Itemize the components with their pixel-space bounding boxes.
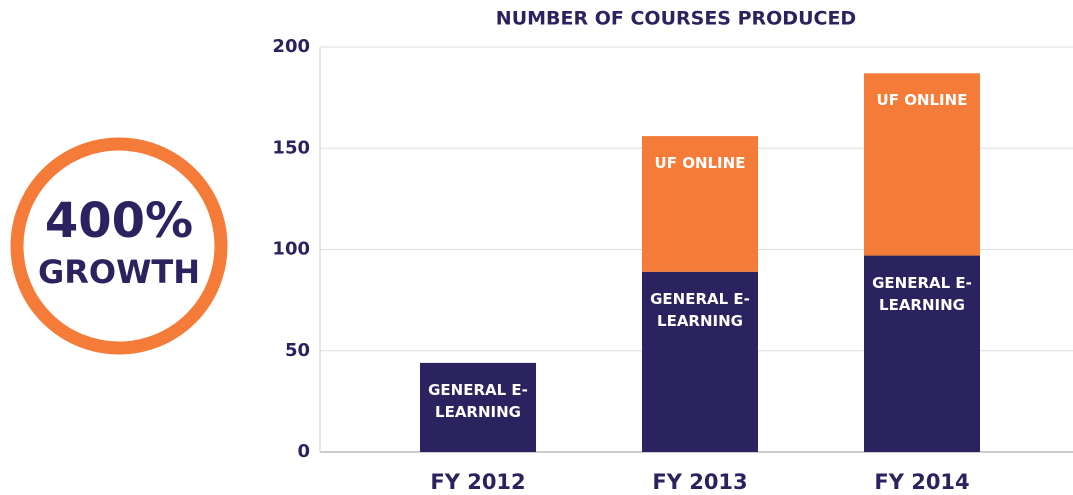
- badge-ring: [10, 137, 228, 355]
- bar-segment: [642, 271, 758, 452]
- y-tick-label: 50: [285, 340, 310, 361]
- bar-segment: [864, 255, 980, 452]
- bar-segment: [420, 362, 536, 452]
- y-tick-label: 200: [272, 36, 310, 57]
- y-tick-label: 150: [272, 137, 310, 158]
- x-tick-label: FY 2014: [874, 470, 969, 494]
- y-tick-label: 100: [272, 239, 310, 260]
- segment-label: UF ONLINE: [654, 154, 746, 173]
- segment-label: GENERAL E-LEARNING: [650, 289, 750, 330]
- bar-segment: [642, 136, 758, 272]
- segment-label: GENERAL E-LEARNING: [872, 273, 972, 314]
- segment-label: UF ONLINE: [876, 91, 968, 110]
- badge-line: GROWTH: [38, 253, 200, 291]
- bar-segment: [864, 73, 980, 256]
- y-tick-label: 0: [297, 441, 310, 462]
- chart-title: NUMBER OF COURSES PRODUCED: [496, 8, 856, 30]
- segment-label: GENERAL E-LEARNING: [428, 380, 528, 421]
- x-tick-label: FY 2013: [652, 470, 747, 494]
- badge-line: 400%: [45, 193, 193, 249]
- x-tick-label: FY 2012: [430, 470, 525, 494]
